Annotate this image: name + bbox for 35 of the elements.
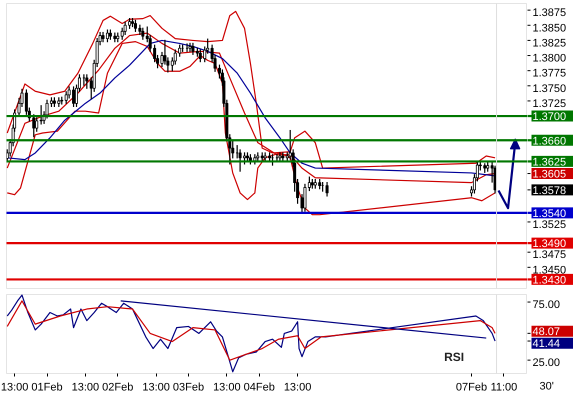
ref-line-label: 1.3660 [532, 135, 566, 148]
y-tick-label: 1.3775 [532, 68, 566, 80]
x-tick-label: 11:00 [490, 382, 518, 394]
x-tick-label: 13:00 [142, 382, 170, 394]
x-tick-label: 13:00 [284, 382, 312, 394]
x-tick-label: 04Feb [244, 382, 275, 394]
y-tick-label: 1.3450 [532, 264, 566, 276]
y-tick-label: 48.07 [532, 326, 560, 338]
y-tick-label: 1.3875 [532, 7, 566, 20]
ref-line-label: 1.3625 [532, 156, 566, 168]
y-tick-label: 1.3725 [532, 98, 566, 110]
y-tick-label: 25.00 [532, 357, 560, 370]
y-tick-label: 1.3475 [532, 249, 566, 262]
annotation: RSI [444, 350, 464, 364]
x-tick-label: 13:00 [72, 382, 100, 394]
y-tick-label: 41.44 [532, 338, 560, 350]
y-tick-label: 1.3850 [532, 22, 566, 34]
ref-line-label: 1.3430 [532, 274, 566, 286]
y-tick-label: 1.3825 [532, 37, 566, 50]
y-tick-label: 1.3578 [532, 184, 566, 197]
x-tick-label: 13:00 [213, 382, 241, 394]
x-tick-label: 01Feb [31, 382, 63, 394]
x-tick-label: 13:00 [0, 382, 28, 394]
y-tick-label: 1.3605 [532, 168, 566, 181]
ref-line-label: 1.3700 [532, 111, 566, 124]
x-tick-label: 07Feb [456, 382, 488, 394]
y-tick-label: 1.3750 [532, 82, 566, 95]
ref-line-label: 1.3540 [532, 208, 566, 220]
x-tick-label: 02Feb [102, 382, 134, 394]
ref-line-label: 1.3490 [532, 238, 566, 250]
y-tick-label: 1.3800 [532, 52, 566, 65]
x-tick-label: 03Feb [172, 382, 204, 394]
y-tick-label: 75.00 [532, 299, 560, 312]
x-axis-title: 30' [540, 380, 554, 392]
y-tick-label: 1.3525 [532, 218, 566, 231]
